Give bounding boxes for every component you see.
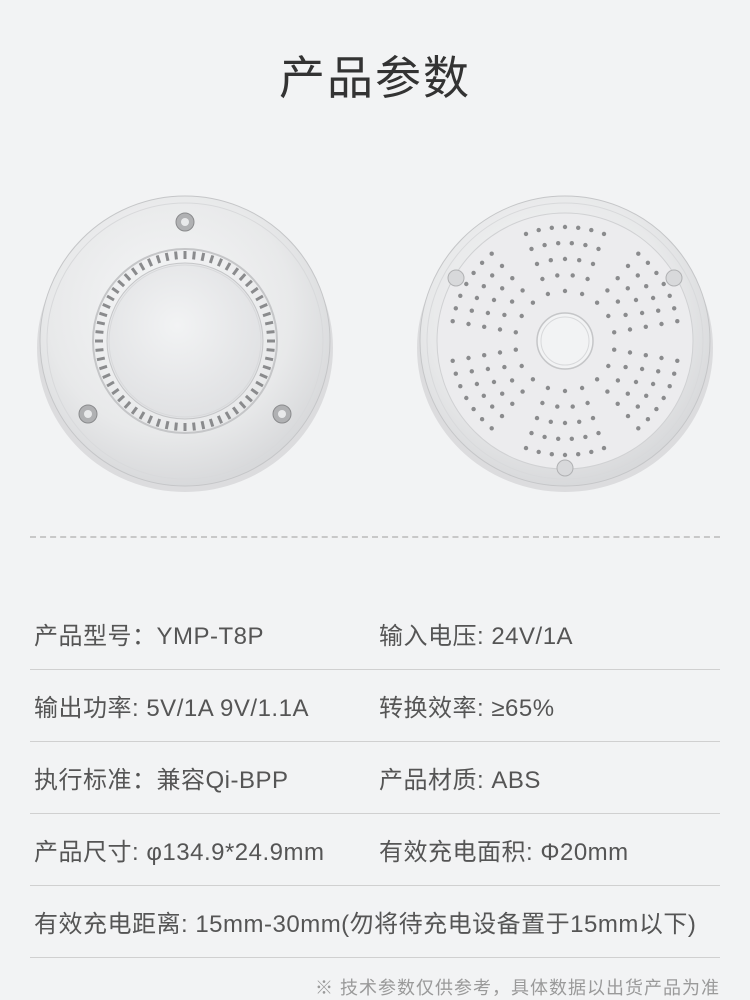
page-title: 产品参数: [279, 42, 471, 108]
spec-cell: 转换效率: ≥65%: [375, 670, 720, 741]
spec-row: 执行标准：兼容Qi-BPP 产品材质: ABS: [30, 742, 720, 814]
spec-row: 有效充电距离: 15mm-30mm(勿将待充电设备置于15mm以下): [30, 886, 720, 958]
spec-cell: 输入电压: 24V/1A: [375, 598, 720, 669]
spec-row: 输出功率: 5V/1A 9V/1.1A 转换效率: ≥65%: [30, 670, 720, 742]
spec-cell: 产品尺寸: φ134.9*24.9mm: [30, 814, 375, 885]
product-image-right: [410, 186, 720, 496]
footnote: ※ 技术参数仅供参考，具体数据以出货产品为准: [30, 974, 720, 1000]
spec-cell: 执行标准：兼容Qi-BPP: [30, 742, 375, 813]
spec-row: 产品尺寸: φ134.9*24.9mm 有效充电面积: Φ20mm: [30, 814, 720, 886]
spec-cell: 产品型号：YMP-T8P: [30, 598, 375, 669]
dashed-divider: [30, 536, 720, 538]
spec-row: 产品型号：YMP-T8P 输入电压: 24V/1A: [30, 598, 720, 670]
spec-cell: 输出功率: 5V/1A 9V/1.1A: [30, 670, 375, 741]
spec-cell: 产品材质: ABS: [375, 742, 720, 813]
product-image-left: [30, 186, 340, 496]
spec-cell: 有效充电面积: Φ20mm: [375, 814, 720, 885]
product-images-row: [30, 166, 720, 536]
spec-cell: 有效充电距离: 15mm-30mm(勿将待充电设备置于15mm以下): [30, 886, 720, 957]
spec-table: 产品型号：YMP-T8P 输入电压: 24V/1A 输出功率: 5V/1A 9V…: [30, 598, 720, 958]
